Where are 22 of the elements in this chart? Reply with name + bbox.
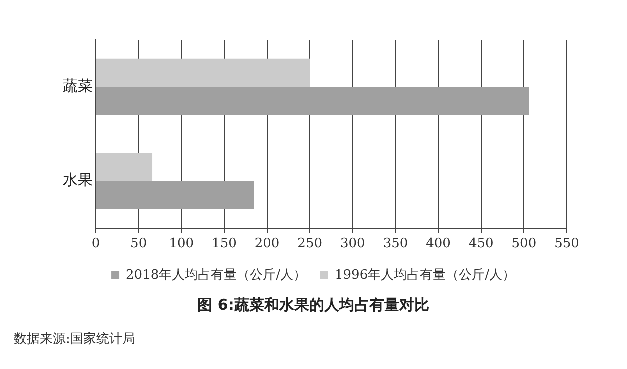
source-note: 数据来源:国家统计局 [14, 331, 136, 348]
x-tick-label: 0 [92, 236, 100, 252]
x-tick-label: 100 [169, 236, 194, 252]
legend-label: 2018年人均占有量（公斤/人） [126, 268, 307, 283]
y-tick-label: 蔬菜 [63, 76, 93, 95]
text: 图 6:蔬菜和水果的人均占有量对比 [196, 296, 430, 315]
legend-label: 1996年人均占有量（公斤/人） [335, 268, 516, 283]
x-tick-label: 300 [340, 236, 366, 252]
x-tick-label: 550 [554, 236, 580, 252]
x-tick-label: 500 [512, 236, 537, 252]
bar [96, 87, 530, 116]
y-tick-label: 水果 [63, 171, 93, 190]
x-tick-label: 200 [254, 236, 280, 252]
bar [96, 58, 310, 88]
x-tick-label: 50 [130, 236, 148, 252]
x-tick-label: 350 [383, 236, 408, 252]
bar [96, 153, 153, 182]
x-tick-label: 450 [468, 236, 494, 252]
x-tick-label: 250 [298, 236, 323, 252]
bar [96, 181, 254, 210]
x-tick-label: 150 [212, 236, 237, 252]
x-tick-label: 400 [426, 236, 451, 252]
